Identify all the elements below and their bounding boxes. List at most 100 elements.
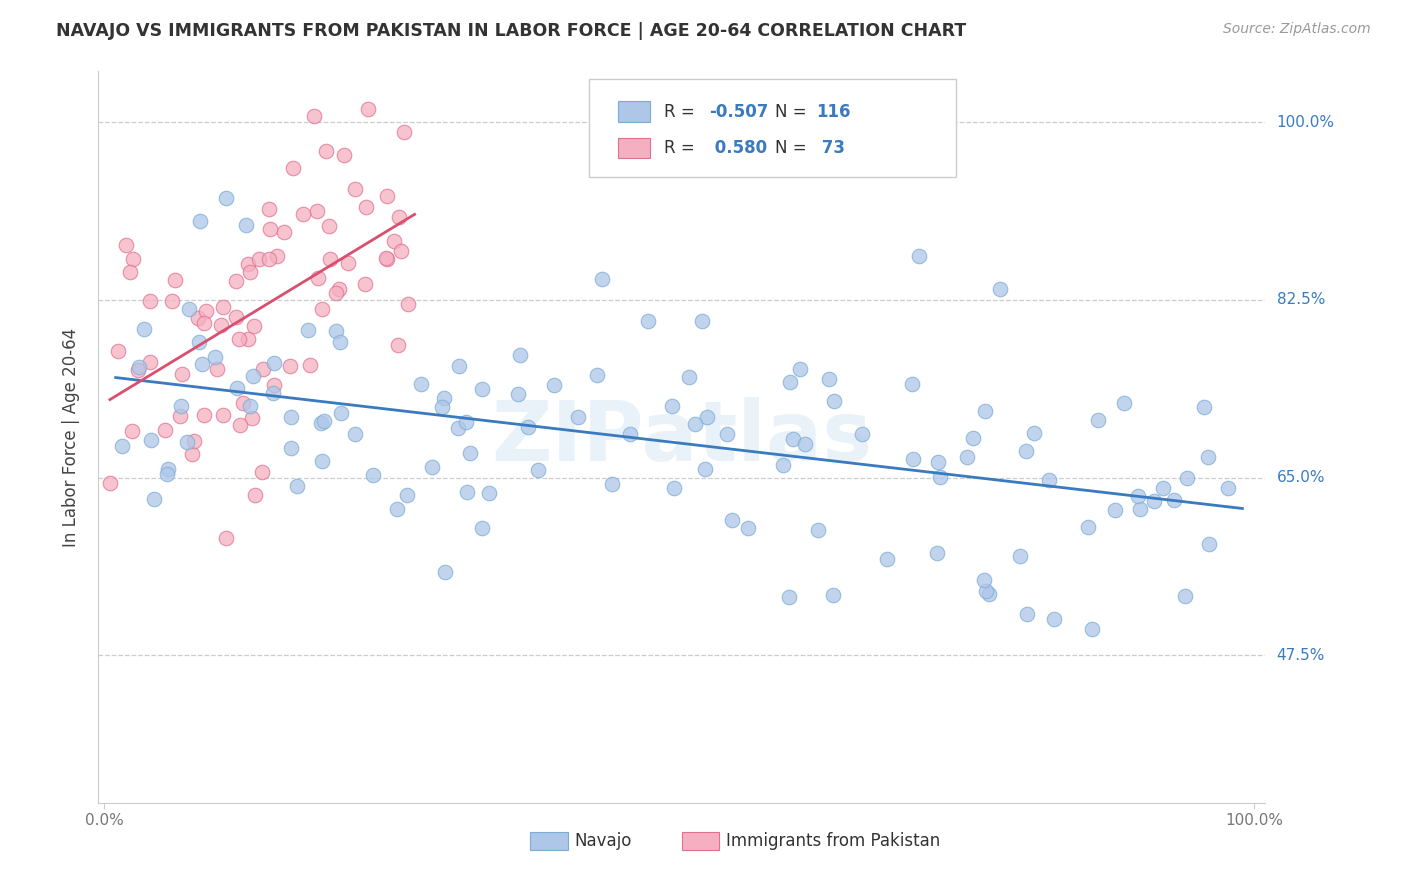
Point (794, 436, 817, 450)
Point (456, 485, 478, 500)
Point (207, 362, 229, 376)
Point (215, 532, 238, 546)
Point (305, 204, 328, 219)
Text: Immigrants from Pakistan: Immigrants from Pakistan (727, 832, 941, 850)
Point (1143, 494, 1166, 508)
Point (458, 446, 481, 460)
Point (143, 491, 166, 506)
Point (299, 358, 322, 372)
Point (420, 460, 443, 475)
Point (789, 362, 811, 376)
Point (311, 454, 333, 468)
Point (204, 350, 226, 364)
Point (292, 207, 315, 221)
Point (637, 314, 659, 328)
Point (280, 359, 302, 373)
Point (187, 311, 209, 326)
Point (225, 310, 247, 324)
Point (252, 362, 274, 376)
Point (1104, 502, 1126, 516)
Point (823, 393, 845, 408)
Point (336, 256, 359, 270)
Point (212, 409, 235, 423)
Point (454, 415, 477, 429)
Point (1042, 612, 1064, 626)
Point (974, 583, 997, 598)
Point (1163, 493, 1185, 508)
Point (387, 337, 409, 351)
Point (908, 249, 931, 263)
Text: 82.5%: 82.5% (1277, 293, 1324, 308)
Point (851, 427, 873, 442)
Point (128, 360, 150, 375)
Point (262, 386, 284, 401)
Point (245, 488, 267, 502)
Point (818, 371, 841, 385)
Point (1152, 481, 1174, 495)
Point (333, 148, 356, 162)
Point (232, 396, 254, 410)
Point (956, 450, 979, 464)
Point (236, 332, 259, 346)
FancyBboxPatch shape (682, 832, 720, 850)
Point (188, 334, 211, 349)
Point (139, 355, 162, 369)
Point (1112, 396, 1135, 410)
Point (134, 322, 156, 336)
Point (396, 297, 419, 311)
Point (778, 590, 800, 604)
Point (1129, 501, 1152, 516)
Point (586, 368, 609, 383)
Point (1080, 622, 1102, 636)
Text: ZIPatlas: ZIPatlas (492, 397, 872, 477)
Point (194, 303, 217, 318)
Point (263, 356, 285, 370)
Point (139, 293, 162, 308)
Point (226, 381, 249, 395)
Text: 65.0%: 65.0% (1277, 470, 1324, 485)
Point (263, 377, 285, 392)
Point (180, 447, 202, 461)
Point (121, 424, 143, 438)
Point (1015, 607, 1038, 622)
Y-axis label: In Labor Force | Age 20-64: In Labor Force | Age 20-64 (62, 327, 80, 547)
Point (252, 465, 274, 479)
Text: N =: N = (775, 103, 813, 120)
FancyBboxPatch shape (530, 832, 568, 850)
Point (433, 565, 456, 579)
Point (567, 410, 589, 425)
Point (315, 145, 337, 159)
Point (156, 467, 179, 482)
Point (1015, 443, 1038, 458)
Point (249, 252, 271, 267)
Point (696, 410, 718, 425)
Point (319, 252, 342, 266)
Point (1087, 413, 1109, 427)
Point (242, 368, 264, 383)
Point (297, 323, 319, 337)
Point (988, 282, 1011, 296)
Point (169, 409, 191, 423)
Point (311, 301, 333, 316)
Point (162, 293, 184, 308)
Point (821, 588, 844, 602)
Point (772, 458, 794, 472)
Point (153, 423, 176, 437)
Text: 116: 116 (815, 103, 851, 120)
Point (209, 318, 232, 332)
Point (183, 434, 205, 449)
Point (243, 318, 266, 333)
Point (1175, 471, 1198, 485)
Point (193, 408, 215, 422)
Point (382, 234, 405, 248)
FancyBboxPatch shape (589, 78, 956, 178)
Point (720, 512, 742, 526)
Point (191, 357, 214, 371)
Point (312, 414, 335, 428)
Point (662, 481, 685, 495)
Point (127, 362, 149, 376)
Point (973, 404, 995, 418)
Point (215, 191, 238, 205)
Point (228, 332, 250, 346)
Point (526, 463, 548, 477)
